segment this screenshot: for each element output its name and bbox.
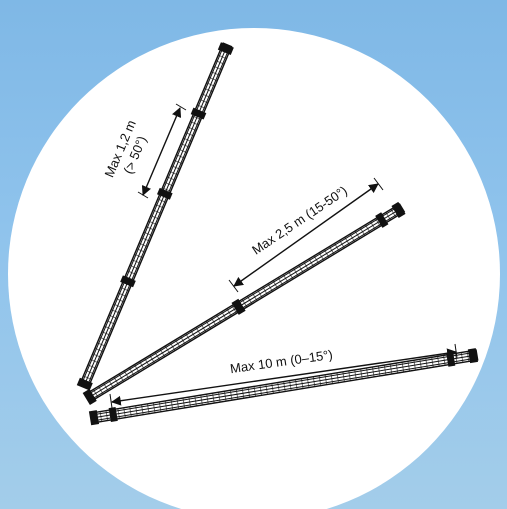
background-circle: [8, 28, 500, 509]
